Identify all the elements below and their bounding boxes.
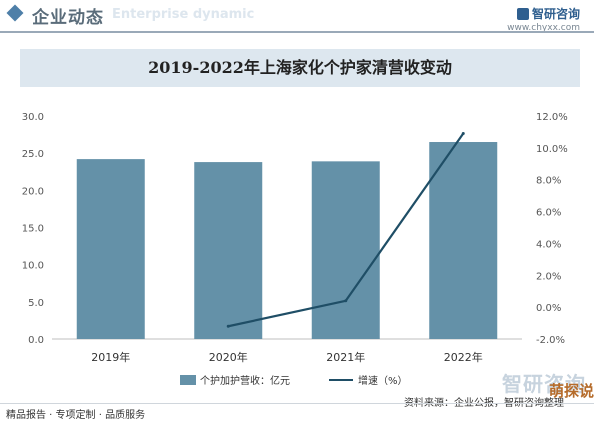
y-left-tick-label: 0.0 bbox=[28, 335, 44, 346]
header-title: 企业动态 bbox=[32, 8, 104, 28]
y-right-tick-label: 10.0% bbox=[536, 144, 568, 155]
y-left-tick-label: 30.0 bbox=[22, 112, 44, 123]
y-left-tick-label: 10.0 bbox=[22, 261, 44, 272]
corner-badge: 萌探说 bbox=[548, 382, 594, 400]
footer-brand-watermark: 智研咨询 bbox=[502, 372, 586, 396]
legend-line-label: 增速（%） bbox=[358, 374, 408, 387]
y-right-tick-label: 6.0% bbox=[536, 208, 561, 219]
x-tick-label: 2019年 bbox=[91, 350, 130, 364]
y-right-tick-label: 12.0% bbox=[536, 112, 568, 123]
y-right-tick-label: 8.0% bbox=[536, 176, 561, 187]
legend-bar-swatch bbox=[180, 375, 196, 385]
footer-divider bbox=[0, 403, 594, 404]
legend-bar-label: 个护加护营收：亿元 bbox=[200, 374, 290, 387]
bar bbox=[76, 159, 145, 339]
x-tick-label: 2020年 bbox=[209, 350, 248, 364]
y-right-tick-label: 4.0% bbox=[536, 239, 561, 250]
header-divider bbox=[0, 31, 594, 33]
y-right-tick-label: 0.0% bbox=[536, 303, 561, 314]
y-left-tick-label: 20.0 bbox=[22, 186, 44, 197]
growth-point bbox=[344, 299, 348, 303]
brand-logo-icon bbox=[516, 7, 529, 20]
brand-logo: 智研咨询 www.chyxx.com bbox=[507, 3, 580, 33]
y-left-tick-label: 5.0 bbox=[28, 298, 44, 309]
growth-point bbox=[226, 324, 230, 328]
header-title-en: Enterprise dynamic bbox=[112, 7, 255, 22]
chart-title: 2019-2022年上海家化个护家清营收变动 bbox=[20, 49, 580, 87]
bar bbox=[429, 142, 498, 339]
header-bar: Enterprise dynamic 企业动态 智研咨询 www.chyxx.c… bbox=[0, 0, 594, 33]
source-note: 资料来源：企业公报，智研咨询整理 bbox=[404, 394, 564, 409]
growth-point bbox=[461, 132, 465, 136]
x-tick-label: 2021年 bbox=[326, 350, 365, 364]
footer-tagline: 精品报告 · 专项定制 · 品质服务 bbox=[6, 410, 146, 421]
brand-name: 智研咨询 bbox=[531, 7, 580, 21]
x-tick-label: 2022年 bbox=[444, 350, 483, 364]
y-left-tick-label: 15.0 bbox=[22, 224, 44, 235]
brand-url: www.chyxx.com bbox=[507, 23, 580, 33]
y-right-tick-label: -2.0% bbox=[536, 335, 565, 346]
y-left-tick-label: 25.0 bbox=[22, 149, 44, 160]
bar bbox=[311, 161, 380, 339]
y-right-tick-label: 2.0% bbox=[536, 271, 561, 282]
bar bbox=[194, 162, 263, 339]
